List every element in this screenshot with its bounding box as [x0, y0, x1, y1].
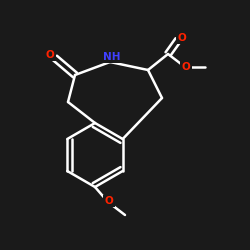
Text: O: O: [178, 33, 186, 43]
Text: O: O: [46, 50, 54, 60]
Text: O: O: [182, 62, 190, 72]
Text: NH: NH: [103, 52, 121, 62]
Text: O: O: [104, 196, 114, 206]
